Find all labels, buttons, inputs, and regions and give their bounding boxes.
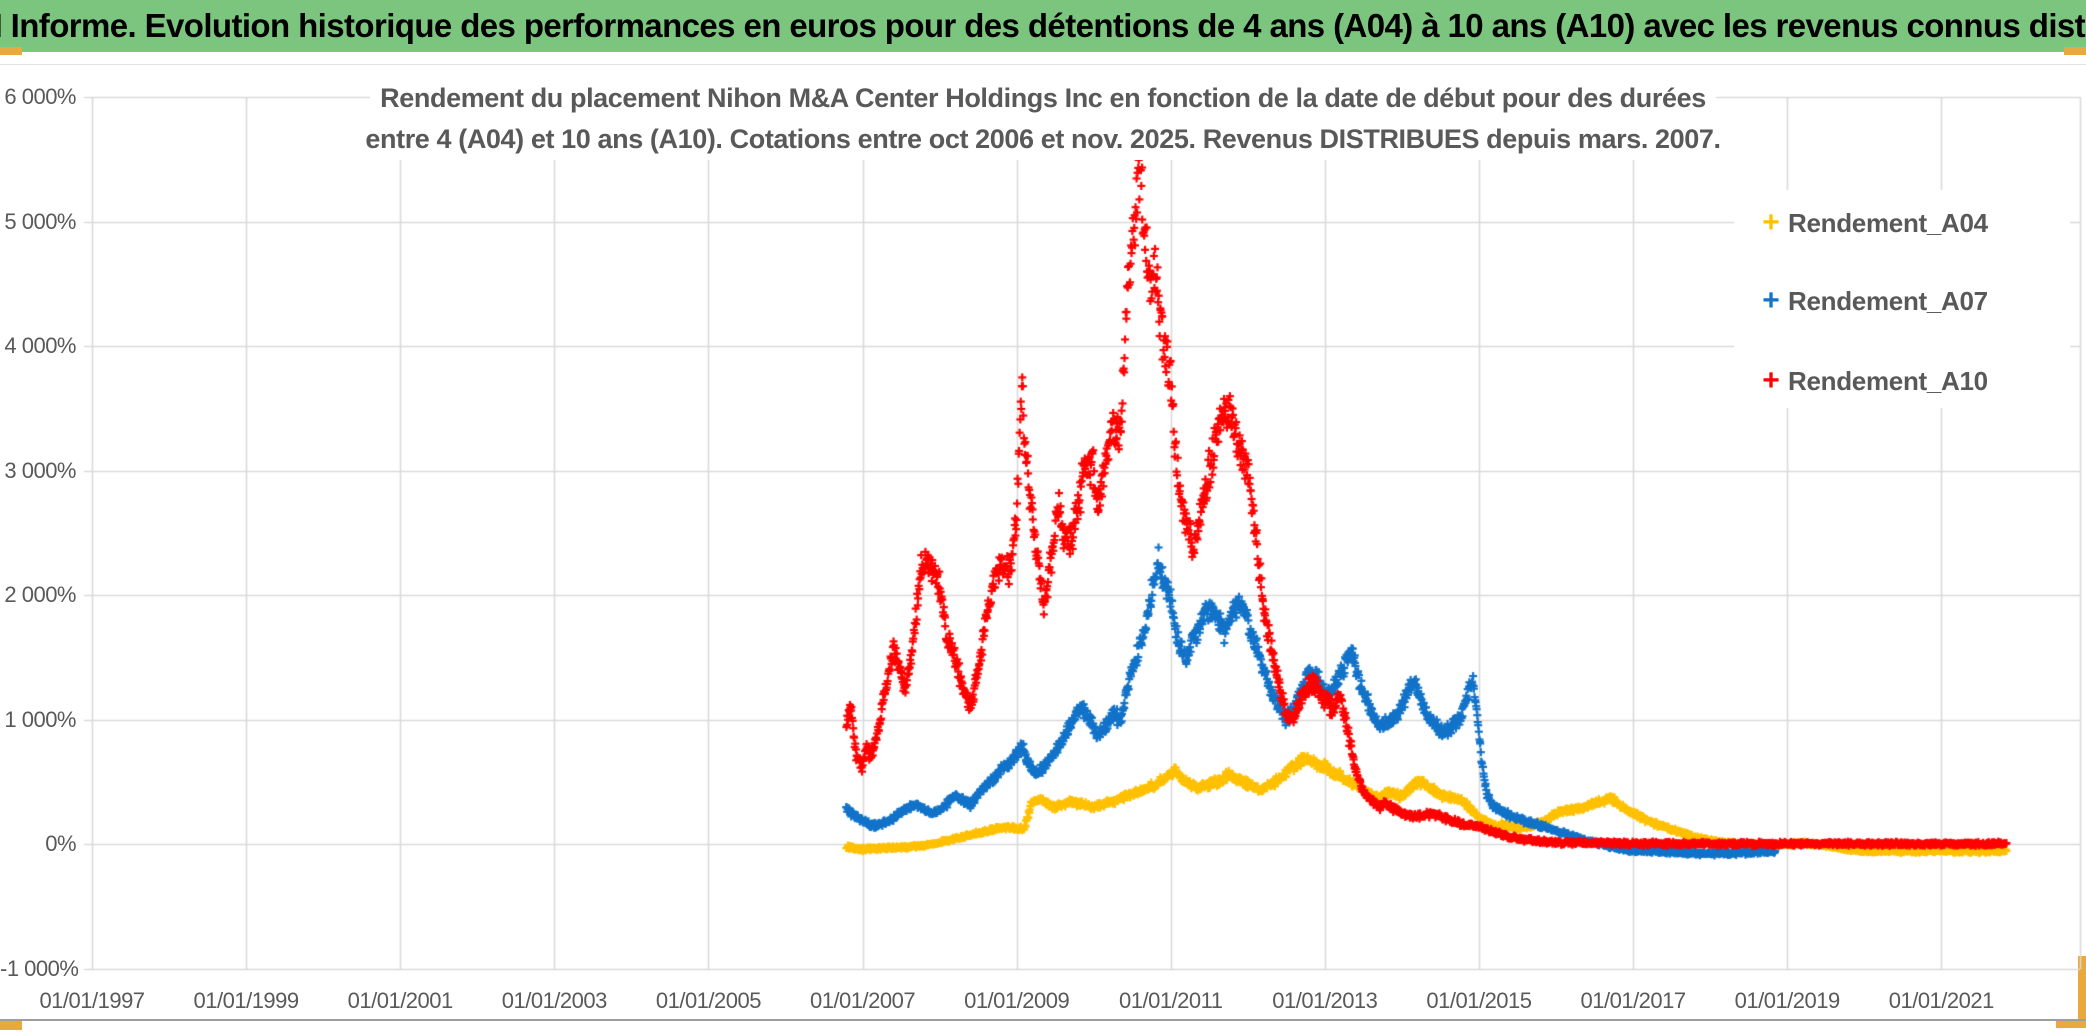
plus-marker-icon: + [1762, 284, 1780, 317]
x-tick-label: 01/01/2001 [347, 988, 454, 1013]
x-tick-label: 01/01/2017 [1580, 988, 1687, 1013]
legend-label: Rendement_A04 [1788, 207, 1988, 238]
x-tick-label: 01/01/2015 [1426, 988, 1532, 1013]
y-tick-label: 3 000% [4, 457, 76, 483]
plus-marker-icon: + [1762, 364, 1780, 397]
legend-label: Rendement_A07 [1788, 285, 1988, 316]
y-tick-label: 0% [45, 831, 76, 857]
chart-title: Rendement du placement Nihon M&A Center … [0, 78, 2086, 160]
y-tick-label: 5 000% [4, 208, 76, 234]
y-tick-label: 1 000% [4, 706, 76, 732]
y-tick-label: -1 000% [0, 956, 79, 981]
y-tick-label: 4 000% [4, 333, 76, 359]
legend-item-rendement_a10: + Rendement_A10 [1748, 359, 1994, 403]
x-tick-label: 01/01/2011 [1119, 988, 1223, 1013]
x-tick-label: 01/01/2003 [501, 988, 608, 1013]
x-tick-label: 01/01/2005 [655, 988, 762, 1013]
legend-item-rendement_a04: + Rendement_A04 [1748, 201, 1994, 245]
x-tick-label: 01/01/2021 [1888, 988, 1995, 1013]
x-tick-label: 01/01/2013 [1272, 988, 1378, 1013]
x-tick-label: 01/01/1997 [39, 988, 145, 1013]
chart-title-line-2: entre 4 (A04) et 10 ans (A10). Cotations… [355, 119, 1731, 160]
x-tick-label: 01/01/2007 [809, 988, 916, 1013]
x-tick-label: 01/01/1999 [193, 988, 300, 1013]
plus-marker-icon: + [1762, 206, 1780, 239]
y-tick-label: 6 000% [4, 84, 76, 109]
chart-title-line-1: Rendement du placement Nihon M&A Center … [370, 78, 1716, 119]
legend-label: Rendement_A10 [1788, 365, 1988, 396]
x-tick-label: 01/01/2009 [964, 988, 1070, 1013]
legend-item-rendement_a07: + Rendement_A07 [1748, 279, 1994, 323]
x-tick-label: 01/01/2019 [1734, 988, 1841, 1013]
y-tick-label: 2 000% [4, 582, 76, 608]
